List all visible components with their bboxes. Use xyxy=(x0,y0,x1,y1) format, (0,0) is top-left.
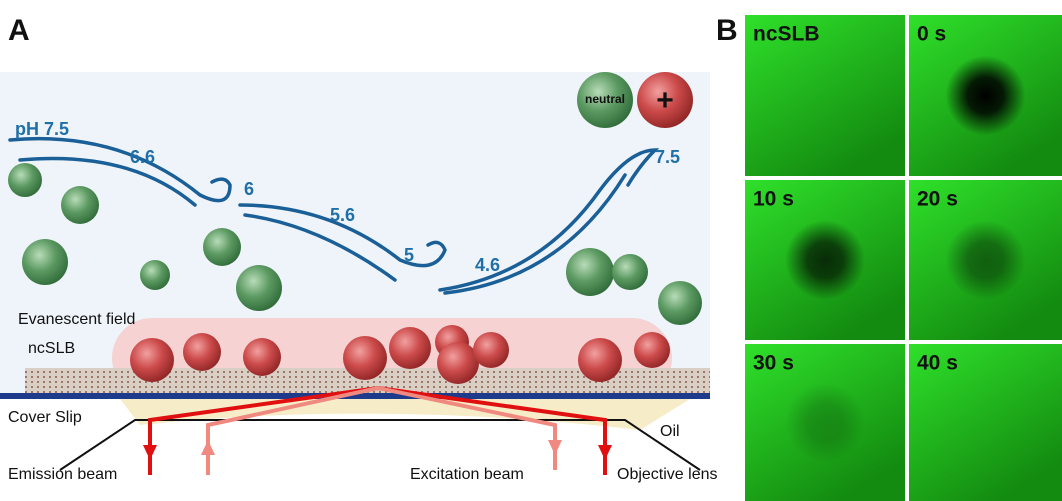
label: Evanescent field xyxy=(18,311,135,328)
ph-wave xyxy=(8,136,232,203)
legend-neutral xyxy=(577,72,633,128)
ph-label: pH 7.5 xyxy=(15,119,69,139)
charged-particles xyxy=(130,325,670,384)
ph-label: 6 xyxy=(244,179,254,199)
dark-spot xyxy=(945,55,1026,136)
ph-wave xyxy=(238,203,447,268)
label: Emission beam xyxy=(8,466,117,483)
label: ncSLB xyxy=(28,340,75,357)
oil xyxy=(120,399,690,430)
legend-label: neutral xyxy=(585,92,625,106)
tile-label: ncSLB xyxy=(753,23,820,46)
microscopy-tile xyxy=(745,15,905,176)
tile-label: 40 s xyxy=(917,352,958,375)
objective-lens xyxy=(59,419,701,471)
ph-wave xyxy=(443,173,627,295)
ph-wave xyxy=(18,156,197,207)
cover-slip xyxy=(0,393,710,399)
tile-label: 30 s xyxy=(753,352,794,375)
panel-label: A xyxy=(8,14,30,47)
label: Excitation beam xyxy=(410,466,524,483)
ph-label: 4.6 xyxy=(475,255,500,275)
tile-label: 20 s xyxy=(917,188,958,211)
ph-label: 5 xyxy=(404,245,414,265)
dark-spot xyxy=(945,220,1026,300)
legend-label: + xyxy=(656,84,674,117)
legend-charged xyxy=(637,72,693,128)
dark-spot xyxy=(785,220,865,300)
ph-wave xyxy=(243,213,397,282)
tile-label: 10 s xyxy=(753,188,794,211)
label: Cover Slip xyxy=(8,409,82,426)
label: Objective lens xyxy=(617,466,718,483)
ph-label: 5.6 xyxy=(330,205,355,225)
ph-label: 7.5 xyxy=(655,147,680,167)
neutral-particles xyxy=(8,163,702,325)
tile-label: 0 s xyxy=(917,23,946,46)
label: Oil xyxy=(660,423,680,440)
microscopy-tile xyxy=(909,344,1062,501)
image-grid: ncSLB 0 s 10 s 20 s 30 s 40 s xyxy=(745,15,1062,501)
beams xyxy=(143,385,612,475)
ph-wave xyxy=(438,148,660,292)
panel-label: B xyxy=(716,14,738,47)
ph-label: 6.6 xyxy=(130,147,155,167)
dark-spot xyxy=(785,382,865,463)
